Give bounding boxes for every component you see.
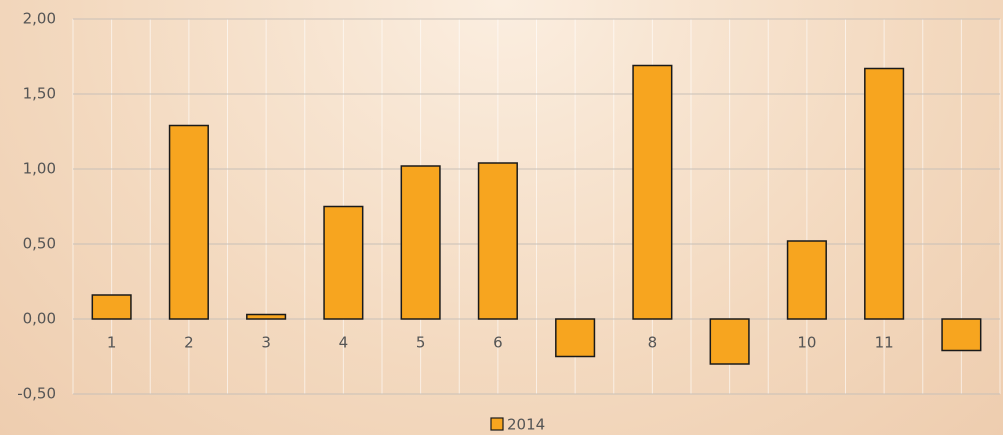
y-tick-label: 2,00 xyxy=(23,10,56,28)
bar xyxy=(477,162,518,320)
x-tick-label: 6 xyxy=(493,334,503,352)
bar xyxy=(786,240,827,320)
y-tick-label: -0,50 xyxy=(17,385,56,403)
y-tick-label: 1,50 xyxy=(23,85,56,103)
x-tick-label: 10 xyxy=(797,334,816,352)
y-tick-label: 1,00 xyxy=(23,160,56,178)
bar xyxy=(555,318,596,358)
bar xyxy=(632,64,673,320)
legend-label: 2014 xyxy=(507,416,545,434)
bar xyxy=(864,67,905,320)
y-tick-label: 0,00 xyxy=(23,310,56,328)
legend-swatch xyxy=(490,417,504,431)
x-tick-label: 2 xyxy=(184,334,194,352)
x-tick-label: 3 xyxy=(261,334,271,352)
x-tick-label: 4 xyxy=(339,334,349,352)
bar xyxy=(91,294,132,320)
bar xyxy=(709,318,750,365)
y-tick-label: 0,50 xyxy=(23,235,56,253)
bar xyxy=(400,165,441,320)
bar xyxy=(246,313,287,320)
bar xyxy=(168,124,209,320)
x-tick-label: 5 xyxy=(416,334,426,352)
x-tick-label: 11 xyxy=(875,334,894,352)
bar xyxy=(323,205,364,320)
x-tick-label: 8 xyxy=(648,334,658,352)
x-tick-label: 1 xyxy=(107,334,117,352)
bar xyxy=(941,318,982,352)
